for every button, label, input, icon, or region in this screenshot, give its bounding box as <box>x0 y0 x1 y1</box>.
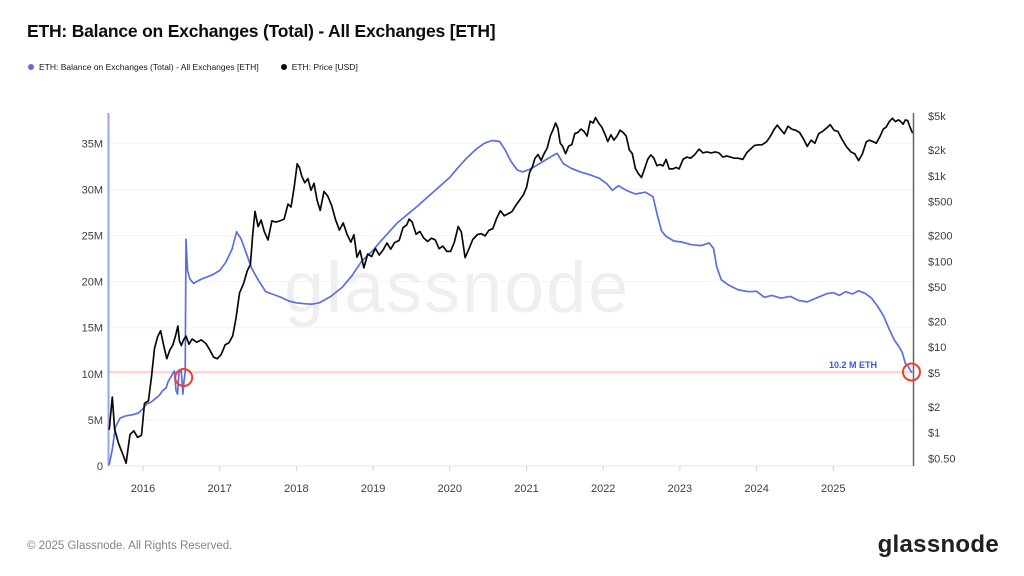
left-axis-label: 15M <box>82 323 103 335</box>
x-tick-label: 2016 <box>131 483 155 495</box>
x-tick-label: 2018 <box>284 483 308 495</box>
left-axis-label: 10M <box>82 369 103 381</box>
right-axis-label: $2 <box>928 402 940 414</box>
x-tick-label: 2022 <box>591 483 615 495</box>
legend: ETH: Balance on Exchanges (Total) - All … <box>28 62 358 72</box>
left-axis-label: 20M <box>82 277 103 289</box>
copyright-text: © 2025 Glassnode. All Rights Reserved. <box>27 540 233 552</box>
right-axis-label: $2k <box>928 145 946 157</box>
price-line <box>108 116 914 465</box>
balance-line <box>108 139 913 466</box>
legend-item-balance[interactable]: ETH: Balance on Exchanges (Total) - All … <box>28 62 259 72</box>
x-tick-label: 2023 <box>668 483 692 495</box>
highlight-circle <box>174 368 194 387</box>
x-tick-label: 2021 <box>514 483 538 495</box>
right-axis-label: $1k <box>928 171 946 183</box>
balance-series-dot-icon <box>28 64 34 70</box>
highlight-circle <box>902 362 921 382</box>
right-axis-label: $100 <box>928 256 952 268</box>
right-axis-label: $500 <box>928 197 952 209</box>
left-axis-label: 0 <box>97 461 103 473</box>
x-tick-label: 2025 <box>821 483 845 495</box>
legend-item-balance-label: ETH: Balance on Exchanges (Total) - All … <box>39 62 259 72</box>
right-axis-label: $200 <box>928 231 952 243</box>
left-axis-label: 30M <box>82 184 103 196</box>
x-tick-label: 2024 <box>744 483 768 495</box>
page-title: ETH: Balance on Exchanges (Total) - All … <box>27 21 496 41</box>
legend-item-price-label: ETH: Price [USD] <box>291 62 358 72</box>
right-axis-label: $10 <box>928 342 946 354</box>
right-axis-label: $5 <box>928 368 940 380</box>
glassnode-logo: glassnode <box>877 531 999 558</box>
right-axis-label: $50 <box>928 282 946 294</box>
x-tick-label: 2017 <box>207 483 231 495</box>
left-axis-label: 5M <box>88 415 103 427</box>
right-axis-label: $1 <box>928 428 940 440</box>
legend-item-price[interactable]: ETH: Price [USD] <box>280 62 358 72</box>
price-series-dot-icon <box>280 64 287 70</box>
balance-annotation: 10.2 M ETH <box>828 360 877 370</box>
right-axis-label: $5k <box>928 111 946 123</box>
x-tick-label: 2019 <box>361 483 385 495</box>
right-axis-label: $20 <box>928 316 946 328</box>
left-axis-label: 35M <box>82 138 103 150</box>
right-axis-label: $0.50 <box>928 453 956 465</box>
x-tick-label: 2020 <box>438 483 462 495</box>
left-axis-label: 25M <box>82 231 103 243</box>
